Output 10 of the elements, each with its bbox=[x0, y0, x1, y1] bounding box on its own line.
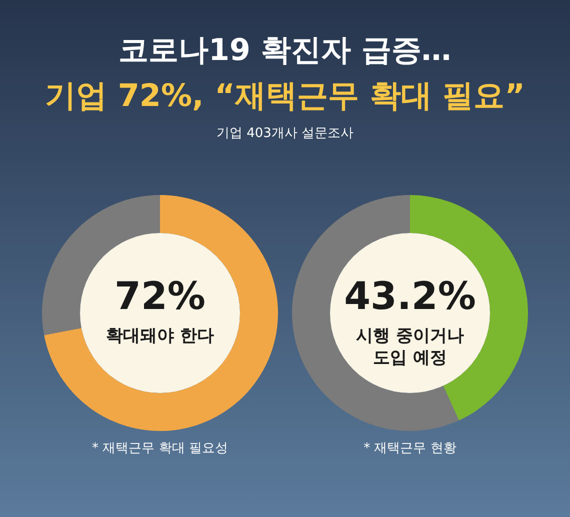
value-label: 72% bbox=[114, 274, 206, 318]
caption: * 재택근무 확대 필요성 bbox=[92, 441, 228, 456]
subtitle: 기업 72%, “재택근무 확대 필요” bbox=[45, 78, 525, 114]
category: 도입 예정 bbox=[373, 348, 447, 368]
note: 기업 403개사 설문조사 bbox=[216, 126, 354, 141]
category: 확대돼야 한다 bbox=[106, 326, 214, 346]
value-label: 43.2% bbox=[344, 274, 476, 318]
category: 시행 중이거나 bbox=[356, 326, 464, 346]
caption: * 재택근무 현황 bbox=[364, 441, 456, 456]
title: 코로나19 확진자 급증… bbox=[118, 33, 452, 68]
